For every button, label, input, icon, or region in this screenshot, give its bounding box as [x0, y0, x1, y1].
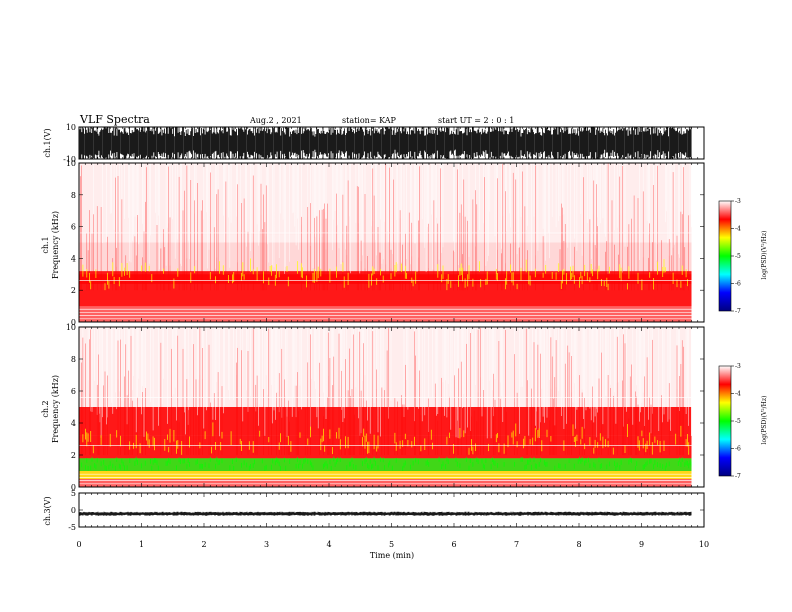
ch3-waveform-ytick-label: 5: [71, 489, 76, 498]
spectrogram-ytick-label: 0: [71, 483, 76, 492]
colorbar-tick-label: -6: [735, 446, 741, 453]
spectrogram-band: [79, 274, 692, 284]
spectrogram-band: [79, 458, 692, 471]
colorbar-ramp: [718, 365, 732, 477]
spectrogram-no-data: [691, 327, 704, 487]
ch2-colorbar-label: log(PSD)(V²/Hz): [761, 396, 768, 445]
time-axis-label: Time (min): [370, 551, 414, 560]
spectrogram-band: [79, 435, 692, 459]
colorbar-tick-label: -3: [735, 363, 741, 370]
ch1-waveform-ytick-label: 10: [66, 123, 76, 132]
spectrogram-ytick-label: 0: [71, 318, 76, 327]
spectrogram-ytick-label: 4: [71, 254, 76, 263]
ch3-waveform-frame: [78, 492, 705, 528]
colorbar-tick-label: -7: [735, 473, 741, 480]
figure-title: VLF Spectra: [79, 113, 150, 126]
spectrogram-ytick-label: 8: [71, 355, 76, 364]
spectrogram-yellow-bursts: [82, 258, 688, 291]
spectrogram-ytick-label: 2: [71, 286, 76, 295]
colorbar-tick-label: -4: [735, 226, 741, 233]
ch2-spectrogram-panel: 0 2 4 6 8 10: [66, 323, 705, 492]
ch1-waveform-ytick-label: -10: [63, 155, 76, 164]
spectrogram-band: [79, 407, 692, 436]
colorbar-tick-label: -7: [735, 308, 741, 315]
time-axis-tick-label: 0: [76, 540, 81, 549]
colorbar-tick-label: -3: [735, 198, 741, 205]
ch2-colorbar: -3 -4 -5 -6 -7: [718, 363, 741, 480]
spectrogram-ytick-label: 10: [66, 323, 76, 332]
spectrogram-band: [79, 234, 692, 272]
time-axis: 0 1 2 3 4 5 6 7 8 9 10: [76, 540, 709, 549]
ch1-colorbar: -3 -4 -5 -6 -7: [718, 198, 741, 315]
spectrogram-ytick-label: 6: [71, 387, 76, 396]
time-axis-tick-label: 1: [139, 540, 144, 549]
ch3-waveform-ytick-label: 0: [71, 506, 76, 515]
colorbar-tick-label: -5: [735, 253, 741, 260]
time-axis-tick-label: 9: [639, 540, 644, 549]
ch3-waveform-ylabel: ch.3(V): [43, 496, 52, 525]
ch1-spectrogram-ylabel-channel: ch.1: [41, 236, 50, 253]
spectrogram-green-band: [81, 456, 692, 471]
spectrogram-band: [79, 471, 692, 479]
ch3-waveform-panel: 5 0 -5: [68, 489, 705, 532]
ch1-colorbar-label: log(PSD)(V²/Hz): [761, 231, 768, 280]
ch2-spectrogram-ylabel-frequency: Frequency (kHz): [51, 375, 60, 443]
time-axis-tick-label: 3: [264, 540, 269, 549]
ch1-spectrogram-panel: 0 2 4 6 8 10: [66, 159, 705, 327]
ch3-waveform-ytick-label: -5: [68, 523, 76, 532]
colorbar-tick-label: -4: [735, 391, 741, 398]
time-axis-tick-label: 7: [514, 540, 519, 549]
date-label: Aug.2 , 2021: [249, 116, 302, 125]
time-axis-tick-label: 10: [699, 540, 709, 549]
ch1-waveform-trace: [79, 127, 692, 159]
spectrogram-red-streaks: [81, 327, 684, 455]
spectrogram-ytick-label: 6: [71, 223, 76, 232]
ch2-spectrogram-ylabel-channel: ch.2: [41, 400, 50, 417]
spectrogram-band: [79, 163, 692, 235]
colorbar-tick-label: -6: [735, 281, 741, 288]
spectrogram-no-data: [691, 163, 704, 322]
time-axis-tick-label: 6: [451, 540, 456, 549]
ch1-waveform-panel: 10 -10: [63, 123, 705, 164]
colorbar-tick-label: -5: [735, 418, 741, 425]
ch3-waveform-trace: [79, 511, 692, 516]
colorbar-ramp: [718, 200, 732, 312]
spectrogram-ytick-label: 10: [66, 159, 76, 168]
station-label: station= KAP: [342, 116, 397, 125]
time-axis-tick-label: 8: [576, 540, 581, 549]
spectrogram-ytick-label: 2: [71, 451, 76, 460]
ch1-spectrogram-ylabel-frequency: Frequency (kHz): [51, 211, 60, 279]
spectrogram-ytick-label: 8: [71, 191, 76, 200]
ch1-waveform-ylabel: ch.1(V): [43, 128, 52, 157]
start-time-label: start UT = 2 : 0 : 1: [438, 116, 514, 125]
spectrogram-ytick-label: 4: [71, 419, 76, 428]
time-axis-tick-label: 4: [326, 540, 331, 549]
spectrogram-band: [79, 327, 692, 407]
time-axis-tick-label: 5: [389, 540, 394, 549]
time-axis-tick-label: 2: [201, 540, 206, 549]
